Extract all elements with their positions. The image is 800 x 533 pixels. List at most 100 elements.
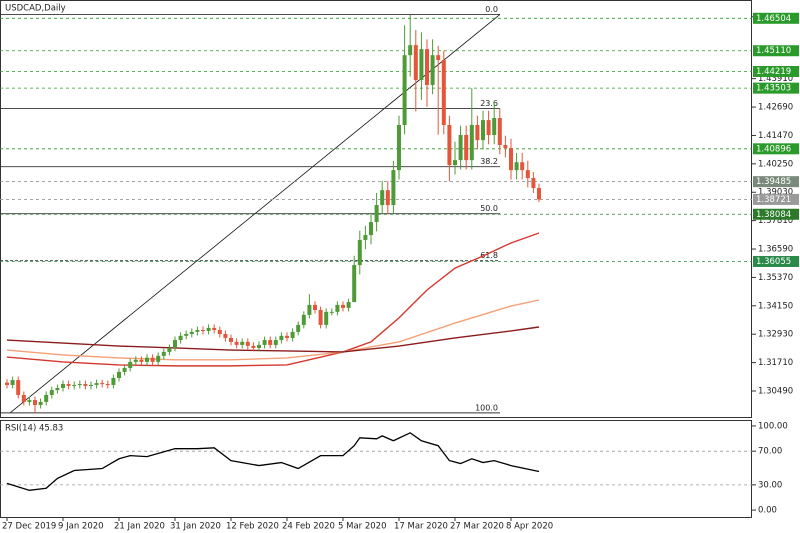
candle-body <box>279 335 284 341</box>
candle-body <box>509 148 513 171</box>
level-label: 1.43503 <box>756 84 791 94</box>
candle-body <box>531 178 536 189</box>
candle-body <box>402 55 407 125</box>
candle-body <box>184 333 189 336</box>
candle-body <box>195 330 200 332</box>
candle-body <box>251 345 256 348</box>
y-tick-label: 1.42690 <box>758 103 793 113</box>
candle-body <box>83 384 88 386</box>
x-tick-label: 27 Mar 2020 <box>450 522 504 532</box>
candle-body <box>425 49 429 85</box>
candle-body <box>307 304 312 315</box>
candle-body <box>10 380 15 385</box>
candle-body <box>441 60 446 125</box>
candle-body <box>318 310 323 325</box>
candle-body <box>77 384 82 386</box>
candle-body <box>369 222 373 236</box>
candle-body <box>537 188 541 200</box>
x-tick-label: 17 Mar 2020 <box>394 522 448 532</box>
level-label: 1.38084 <box>756 210 791 220</box>
candle-body <box>453 160 457 166</box>
y-tick-label: 70.00 <box>758 447 782 457</box>
rsi-title: RSI(14) 45.83 <box>5 424 63 434</box>
x-tick-label: 5 Mar 2020 <box>338 522 386 532</box>
candle-body <box>497 117 502 145</box>
candle-body <box>206 327 211 331</box>
fib-label: 23.6 <box>480 99 498 108</box>
y-tick-label: 1.36590 <box>758 245 793 255</box>
candle-body <box>201 330 205 332</box>
candle-body <box>447 124 452 166</box>
candle-body <box>240 341 245 345</box>
level-label: 1.45110 <box>756 46 791 56</box>
candle-body <box>469 124 474 161</box>
candle-body <box>66 384 71 386</box>
level-box <box>753 143 799 155</box>
candle-body <box>380 190 385 206</box>
candle-body <box>72 384 77 386</box>
candle-body <box>352 265 357 303</box>
candle-body <box>229 337 233 342</box>
y-tick-label: 1.39030 <box>758 188 793 198</box>
candle-body <box>385 190 390 206</box>
candle-body <box>525 170 530 179</box>
candle-body <box>27 400 32 402</box>
candle-body <box>436 55 441 61</box>
x-tick-label: 8 Apr 2020 <box>506 522 553 532</box>
candle-body <box>285 335 289 338</box>
candle-body <box>486 120 491 135</box>
candle-body <box>212 327 217 331</box>
moving-average <box>6 232 540 367</box>
y-tick-label: 1.30490 <box>758 387 793 397</box>
candle-body <box>16 380 21 395</box>
candle-body <box>257 344 261 348</box>
level-box <box>753 255 799 267</box>
candle-body <box>94 383 99 385</box>
y-tick-label: 1.31710 <box>758 358 793 368</box>
candle-body <box>133 359 138 362</box>
candle-body <box>335 304 340 312</box>
candle-body <box>122 367 127 372</box>
x-tick-label: 12 Feb 2020 <box>226 522 279 532</box>
moving-average <box>6 326 540 353</box>
rsi-panel <box>0 420 752 518</box>
fib-label: 61.8 <box>480 251 498 260</box>
candle-body <box>150 357 155 362</box>
candle-body <box>55 387 60 391</box>
candle-body <box>492 117 497 135</box>
candle-body <box>61 384 65 388</box>
candle-body <box>273 340 278 345</box>
fib-label: 0.0 <box>485 5 498 14</box>
candle-body <box>419 49 424 81</box>
candle-body <box>503 144 508 149</box>
candle-body <box>397 124 401 171</box>
level-label: 1.38721 <box>756 195 791 205</box>
candle-body <box>5 382 9 385</box>
candle-body <box>357 239 362 266</box>
candle-body <box>430 55 435 85</box>
level-box <box>753 176 799 188</box>
candle-body <box>44 394 49 402</box>
candle-body <box>156 355 161 362</box>
candle-body <box>313 304 317 311</box>
level-label: 1.40896 <box>756 144 791 154</box>
level-label: 1.46504 <box>756 14 791 24</box>
candle-body <box>346 302 351 308</box>
candle-body <box>301 314 306 325</box>
candle-body <box>514 162 519 171</box>
candle-body <box>413 45 418 81</box>
y-tick-label: 100.00 <box>758 421 788 431</box>
rsi-line <box>6 432 540 491</box>
candle-body <box>21 394 26 402</box>
candle-body <box>408 45 413 56</box>
level-box <box>753 208 799 220</box>
candle-body <box>458 134 463 161</box>
candle-body <box>178 335 183 341</box>
candle-body <box>139 359 144 362</box>
candle-body <box>128 361 133 368</box>
candle-body <box>374 205 379 223</box>
candle-body <box>173 340 177 348</box>
candle-body <box>145 357 149 362</box>
candle-body <box>167 347 172 352</box>
